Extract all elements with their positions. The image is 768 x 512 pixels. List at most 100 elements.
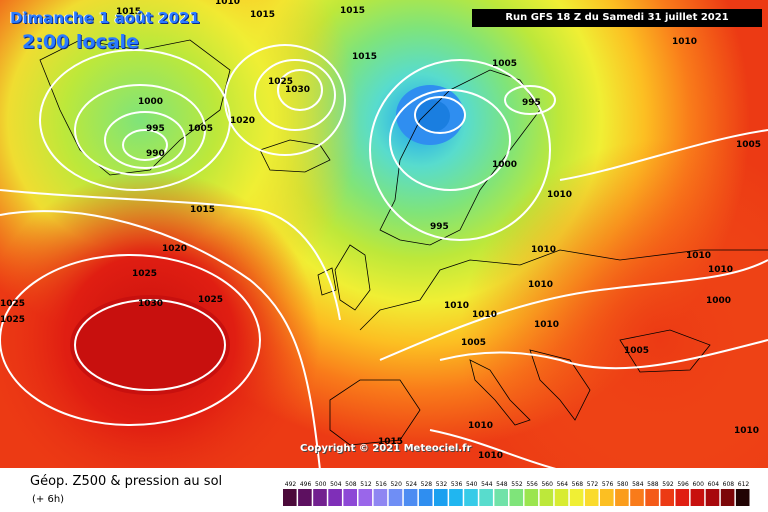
isobar-label: 1010: [534, 320, 559, 330]
isobar-label: 995: [522, 98, 541, 108]
isobar-label: 995: [146, 124, 165, 134]
isobar-labels: 1015 1015 1010 1015 1010 1000 995 990 10…: [0, 0, 761, 461]
isobar-label: 1010: [672, 37, 697, 47]
isobar-label: 1010: [547, 190, 572, 200]
scale-tick-label: 544: [481, 481, 493, 488]
scale-swatch: [735, 489, 750, 506]
isobar-label: 1010: [708, 265, 733, 275]
scale-tick-label: 536: [451, 481, 463, 488]
ireland-coast: [317, 267, 337, 296]
isobar-label: 1005: [188, 124, 213, 134]
italy-coast: [469, 359, 531, 426]
scale-swatch: [464, 489, 478, 506]
scale-tick-label: 568: [572, 481, 584, 488]
isobar-label: 1000: [492, 160, 517, 170]
isobar-label: 995: [430, 222, 449, 232]
isobar-high-azores-1025: [0, 254, 261, 426]
scale-tick-label: 504: [330, 481, 342, 488]
scale-tick-label: 592: [662, 481, 674, 488]
scale-swatch: [373, 489, 388, 506]
isobar-high-iceland-1020: [224, 44, 346, 156]
isobar-low-greenland-995: [104, 111, 186, 169]
isobar-label: 1010: [215, 0, 240, 7]
copyright-notice: Copyright © 2021 Meteociel.fr: [300, 443, 472, 454]
scale-swatch: [358, 489, 373, 506]
isobar-label: 1005: [461, 338, 486, 348]
isobar-label: 1010: [472, 310, 497, 320]
scale-tick-label: 588: [647, 481, 659, 488]
isobar-low-greenland-1005: [39, 49, 231, 191]
isobar-label: 1015: [378, 437, 403, 447]
scale-tick-label: 512: [360, 481, 372, 488]
isobar-label: 1020: [162, 244, 187, 254]
isobar-low-greenland-1000: [74, 84, 206, 176]
scale-tick-label: 500: [315, 481, 327, 488]
scale-swatch: [509, 489, 524, 506]
isobar-1010-europe: [379, 259, 768, 361]
scale-swatch: [298, 489, 312, 506]
europe-mainland-coast: [359, 249, 768, 331]
scale-tick-label: 584: [632, 481, 644, 488]
isobar-label: 1005: [492, 59, 517, 69]
isobar-label: 1010: [686, 251, 711, 261]
scale-swatch: [388, 489, 403, 506]
scale-tick-label: 516: [375, 481, 387, 488]
isobar-low-scandinavia-1005: [369, 59, 551, 241]
scale-tick-label: 540: [466, 481, 478, 488]
isobar-label: 1000: [138, 97, 163, 107]
isobar-label: 1010: [478, 451, 503, 461]
isobar-high-iceland-1030: [277, 69, 323, 111]
scale-swatch: [328, 489, 342, 506]
isobar-label: 1005: [624, 346, 649, 356]
scale-tick-label: 608: [723, 481, 735, 488]
isobar-label: 1015: [190, 205, 215, 215]
scale-swatch: [660, 489, 674, 506]
scale-swatch: [343, 489, 357, 506]
scale-swatch: [494, 489, 508, 506]
isobar-label: 1020: [230, 116, 255, 126]
run-banner: Run GFS 18 Z du Samedi 31 juillet 2021: [472, 9, 762, 27]
isobar-label: 1015: [250, 10, 275, 20]
isobar-1010-mediterranean: [429, 429, 561, 471]
scale-swatch: [283, 489, 297, 506]
scale-swatch: [675, 489, 690, 506]
scale-swatch: [403, 489, 418, 506]
scale-tick-label: 496: [300, 481, 312, 488]
isobar-label: 1025: [0, 299, 25, 309]
forecast-offset: (+ 6h): [32, 494, 65, 505]
scale-tick-label: 548: [496, 481, 508, 488]
forecast-time: 2:00 locale: [22, 31, 139, 53]
isobar-label: 1030: [285, 85, 310, 95]
color-scale: 492 496 500 504 508 512 516 520 524 528 532 536 540 5…: [283, 481, 750, 506]
isobar-label: 1010: [468, 421, 493, 431]
scale-swatch: [630, 489, 644, 506]
scale-swatch: [554, 489, 569, 506]
scale-tick-label: 560: [541, 481, 553, 488]
scale-tick-label: 580: [617, 481, 629, 488]
scale-tick-label: 520: [390, 481, 402, 488]
isobar-1010-east: [559, 129, 768, 181]
isobar-label: 1025: [0, 315, 25, 325]
isobar-label: 1025: [268, 77, 293, 87]
isobar-label: 1010: [531, 245, 556, 255]
isobar-label: 1030: [138, 299, 163, 309]
isobar-1005-south: [439, 339, 768, 370]
british-isles-coast: [334, 244, 371, 311]
scale-tick-label: 576: [602, 481, 614, 488]
scale-tick-label: 556: [526, 481, 538, 488]
scale-swatch: [313, 489, 327, 506]
scale-swatch: [584, 489, 599, 506]
isobar-low-greenland-990: [122, 129, 168, 161]
scale-tick-label: 508: [345, 481, 357, 488]
scale-tick-label: 532: [436, 481, 448, 488]
balkans-coast: [529, 349, 591, 421]
isobar-high-iceland-1025: [254, 59, 336, 131]
isobar-label: 1015: [340, 6, 365, 16]
scale-tick-label: 552: [511, 481, 523, 488]
isobar-1015-north: [0, 189, 341, 321]
warm-core-atlantic: [70, 295, 230, 395]
isobar-label: 990: [146, 149, 165, 159]
scale-swatch: [434, 489, 448, 506]
isobar-label: 1010: [528, 280, 553, 290]
scale-tick-label: 612: [738, 481, 750, 488]
